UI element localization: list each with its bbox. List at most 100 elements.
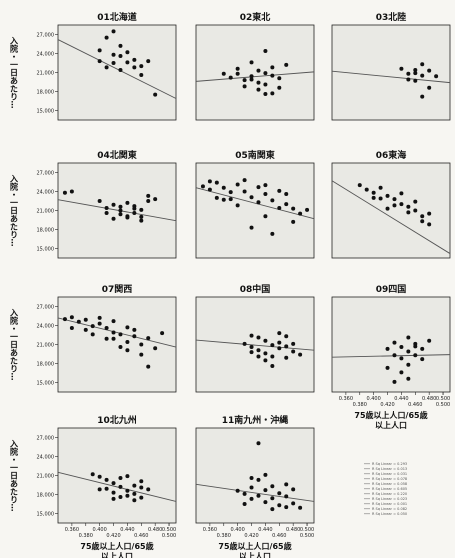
data-point — [270, 65, 275, 70]
legend-entry: R Sq Linear = 0.293 — [372, 462, 407, 466]
data-point — [298, 352, 303, 357]
data-point — [132, 65, 137, 70]
data-point — [160, 331, 165, 336]
data-point — [125, 200, 130, 205]
data-point — [399, 370, 404, 375]
data-point — [132, 206, 137, 211]
data-point — [284, 355, 289, 360]
data-point — [221, 197, 226, 202]
data-point — [392, 203, 397, 208]
data-point — [111, 336, 116, 341]
data-point — [97, 321, 102, 326]
x-tick-label: 0.500 — [162, 533, 176, 539]
regression-line — [331, 354, 451, 358]
data-point — [406, 376, 411, 381]
data-point — [132, 483, 137, 488]
data-point — [413, 344, 418, 349]
legend-entry: R Sq Linear = 0.013 — [372, 467, 407, 471]
data-point — [277, 85, 282, 90]
x-tick-label: 0.400 — [92, 527, 106, 533]
x-tick-label: 0.480 — [148, 527, 162, 533]
x-tick-label: 0.360 — [203, 527, 217, 533]
data-point — [420, 62, 425, 67]
data-point — [118, 495, 123, 500]
y-tick-label: 27,000 — [37, 32, 55, 38]
regression-line — [331, 70, 451, 84]
data-point — [256, 185, 261, 190]
data-point — [97, 487, 102, 492]
data-point — [284, 62, 289, 67]
data-point — [97, 48, 102, 53]
x-tick-label: 0.500 — [436, 402, 450, 408]
data-point — [413, 78, 418, 83]
data-point — [406, 349, 411, 354]
panel-title: 04北関東 — [97, 149, 137, 161]
data-point — [118, 332, 123, 337]
data-point — [249, 485, 254, 490]
panel-frame — [331, 24, 451, 121]
data-point — [235, 71, 240, 76]
x-tick-label: 0.500 — [300, 527, 314, 533]
x-tick-label: 0.380 — [353, 402, 367, 408]
data-point — [235, 66, 240, 71]
data-point — [277, 76, 282, 81]
data-point — [104, 211, 109, 216]
data-point — [125, 215, 130, 220]
data-point — [378, 185, 383, 190]
data-point — [146, 199, 151, 203]
data-point — [249, 74, 254, 79]
data-point — [385, 346, 390, 351]
y-tick-label: 24,000 — [37, 323, 55, 329]
data-point — [242, 78, 247, 83]
data-point — [97, 474, 102, 479]
data-point — [263, 183, 268, 188]
regression-line — [195, 339, 315, 351]
y-axis-label: 入院・一日あたり… — [10, 440, 19, 512]
y-tick-label: 21,000 — [37, 473, 55, 479]
data-point — [111, 481, 116, 486]
data-point — [146, 487, 151, 492]
data-point — [118, 212, 123, 217]
data-point — [249, 60, 254, 65]
data-point — [263, 192, 268, 197]
x-axis-label: 以上人口 — [101, 551, 133, 558]
data-point — [139, 352, 144, 357]
data-point — [125, 493, 130, 498]
data-point — [69, 189, 74, 194]
data-point — [200, 184, 205, 189]
legend-entry: R Sq Linear = 0.001 — [372, 502, 407, 506]
data-point — [132, 491, 137, 496]
data-point — [263, 48, 268, 53]
x-tick-label: 0.440 — [120, 527, 134, 533]
data-point — [277, 340, 282, 345]
data-point — [256, 80, 261, 85]
data-point — [371, 195, 376, 200]
data-point — [298, 211, 303, 216]
data-point — [62, 317, 67, 322]
data-point — [392, 340, 397, 345]
panel-frame — [195, 162, 315, 259]
data-point — [83, 327, 88, 332]
data-point — [90, 324, 95, 329]
panel-frame — [195, 24, 315, 121]
x-tick-label: 0.500 — [162, 527, 176, 533]
data-point — [378, 196, 383, 201]
panel-title: 03北陸 — [376, 11, 407, 23]
data-point — [392, 379, 397, 384]
data-point — [118, 54, 123, 59]
y-axis-label: 入院・一日あたり… — [10, 175, 19, 247]
data-point — [111, 216, 116, 221]
data-point — [249, 333, 254, 338]
data-point — [153, 197, 158, 202]
data-point — [364, 187, 369, 192]
data-point — [97, 315, 102, 320]
data-point — [111, 202, 116, 207]
data-point — [256, 68, 261, 73]
data-point — [256, 87, 261, 92]
data-point — [263, 214, 268, 219]
data-point — [256, 477, 261, 482]
data-point — [420, 357, 425, 362]
data-point — [242, 84, 247, 89]
data-point — [76, 319, 81, 324]
data-point — [434, 74, 439, 79]
